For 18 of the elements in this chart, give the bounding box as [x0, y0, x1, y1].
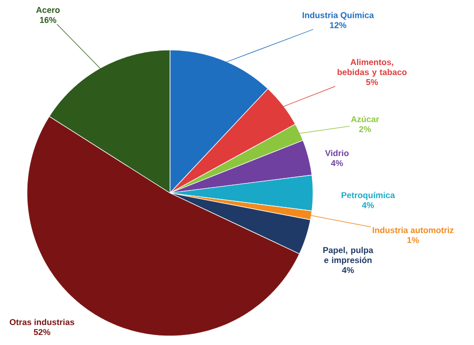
slice-label: Petroquímica	[342, 192, 395, 200]
data-label: 52%	[34, 329, 50, 336]
data-label: 1%	[407, 237, 419, 244]
slice-label: Papel, pulpa e impresión	[323, 246, 374, 265]
slice-label: Industria Química	[302, 12, 374, 20]
data-label: 12%	[330, 22, 346, 28]
data-label: 5%	[366, 79, 378, 86]
data-label: 4%	[362, 202, 374, 208]
slice-label: Alimentos, bebidas y tabaco	[338, 58, 407, 77]
data-label: 4%	[330, 160, 343, 166]
slice-label: Vidrio	[325, 150, 349, 156]
slice-label: Azúcar	[351, 116, 380, 122]
slice-label: Industria automotriz	[372, 226, 454, 234]
data-label: 2%	[359, 126, 371, 132]
slice-label: Acero	[36, 7, 60, 13]
slice-label: Otras industrias	[10, 318, 74, 326]
data-label: 4%	[342, 267, 354, 274]
data-label: 16%	[40, 16, 56, 23]
